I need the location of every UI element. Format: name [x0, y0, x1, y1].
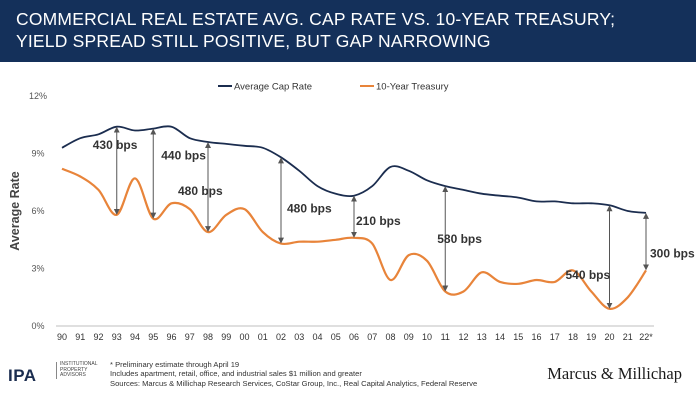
footnotes: * Preliminary estimate through April 19 … — [110, 360, 477, 388]
marcus-millichap-logo: Marcus & Millichap — [547, 364, 682, 383]
y-tick-label: 9% — [31, 149, 44, 159]
x-tick-label: 04 — [312, 332, 322, 342]
y-tick-label: 0% — [31, 321, 44, 331]
x-tick-label: 97 — [185, 332, 195, 342]
ipa-sub-line2: PROPERTY — [60, 366, 88, 373]
x-tick-label: 06 — [349, 332, 359, 342]
x-tick-label: 05 — [331, 332, 341, 342]
x-tick-label: 08 — [385, 332, 395, 342]
x-tick-label: 18 — [568, 332, 578, 342]
x-tick-label: 20 — [604, 332, 614, 342]
y-tick-label: 3% — [31, 264, 44, 274]
x-tick-label: 03 — [294, 332, 304, 342]
legend-label: Average Cap Rate — [234, 82, 312, 93]
ipa-logo: IPA — [8, 366, 37, 385]
x-tick-label: 22* — [639, 332, 653, 342]
ipa-logo-subtitle: INSTITUTIONAL PROPERTY ADVISORS — [56, 361, 100, 379]
spread-label: 300 bps — [650, 247, 695, 261]
x-tick-label: 19 — [586, 332, 596, 342]
x-tick-label: 00 — [239, 332, 249, 342]
spread-label: 210 bps — [356, 214, 401, 228]
x-tick-label: 21 — [623, 332, 633, 342]
x-tick-label: 93 — [112, 332, 122, 342]
x-tick-label: 17 — [550, 332, 560, 342]
x-tick-label: 14 — [495, 332, 505, 342]
x-tick-label: 95 — [148, 332, 158, 342]
x-tick-label: 91 — [75, 332, 85, 342]
legend-label: 10-Year Treasury — [376, 82, 449, 93]
x-tick-label: 16 — [531, 332, 541, 342]
ipa-sub-line3: ADVISORS — [60, 372, 86, 379]
x-tick-label: 12 — [458, 332, 468, 342]
y-tick-label: 6% — [31, 206, 44, 216]
x-tick-label: 10 — [422, 332, 432, 342]
x-tick-label: 11 — [441, 332, 450, 342]
footnote-includes: Includes apartment, retail, office, and … — [110, 369, 362, 379]
rate-chart: 0% 3% 6% 9% 12% Average Rate 90 91 92 93 94 95 96 97 9… — [8, 82, 695, 343]
footnote-sources: Sources: Marcus & Millichap Research Ser… — [110, 378, 478, 388]
x-tick-label: 07 — [367, 332, 377, 342]
y-tick-label: 12% — [29, 91, 47, 101]
footer: IPA INSTITUTIONAL PROPERTY ADVISORS * Pr… — [0, 356, 696, 400]
y-axis-label: Average Rate — [8, 171, 22, 250]
title-banner: COMMERCIAL REAL ESTATE AVG. CAP RATE VS.… — [0, 0, 696, 62]
x-tick-label: 13 — [477, 332, 487, 342]
x-tick-label: 90 — [57, 332, 67, 342]
x-tick-label: 99 — [221, 332, 231, 342]
x-tick-label: 94 — [130, 332, 140, 342]
chart-title: COMMERCIAL REAL ESTATE AVG. CAP RATE VS.… — [16, 8, 686, 52]
x-tick-label: 01 — [258, 332, 268, 342]
x-tick-label: 02 — [276, 332, 286, 342]
spread-label: 430 bps — [93, 138, 138, 152]
x-tick-label: 98 — [203, 332, 213, 342]
x-tick-label: 09 — [404, 332, 414, 342]
footnote-preliminary: * Preliminary estimate through April 19 — [110, 360, 240, 369]
spread-label: 440 bps — [161, 149, 206, 163]
chart-legend: Average Cap Rate 10-Year Treasury — [218, 82, 449, 93]
x-tick-label: 15 — [513, 332, 523, 342]
spread-label: 480 bps — [287, 201, 332, 215]
treasury-line — [61, 167, 647, 310]
chart-title-line1: COMMERCIAL REAL ESTATE AVG. CAP RATE VS.… — [16, 9, 616, 29]
spread-label: 580 bps — [437, 232, 482, 246]
chart-title-line2: YIELD SPREAD STILL POSITIVE, BUT GAP NAR… — [16, 31, 491, 51]
x-tick-label: 92 — [93, 332, 103, 342]
ipa-sub-line1: INSTITUTIONAL — [60, 361, 98, 367]
spread-label: 480 bps — [178, 184, 223, 198]
spread-label: 540 bps — [566, 268, 611, 282]
x-tick-label: 96 — [166, 332, 176, 342]
